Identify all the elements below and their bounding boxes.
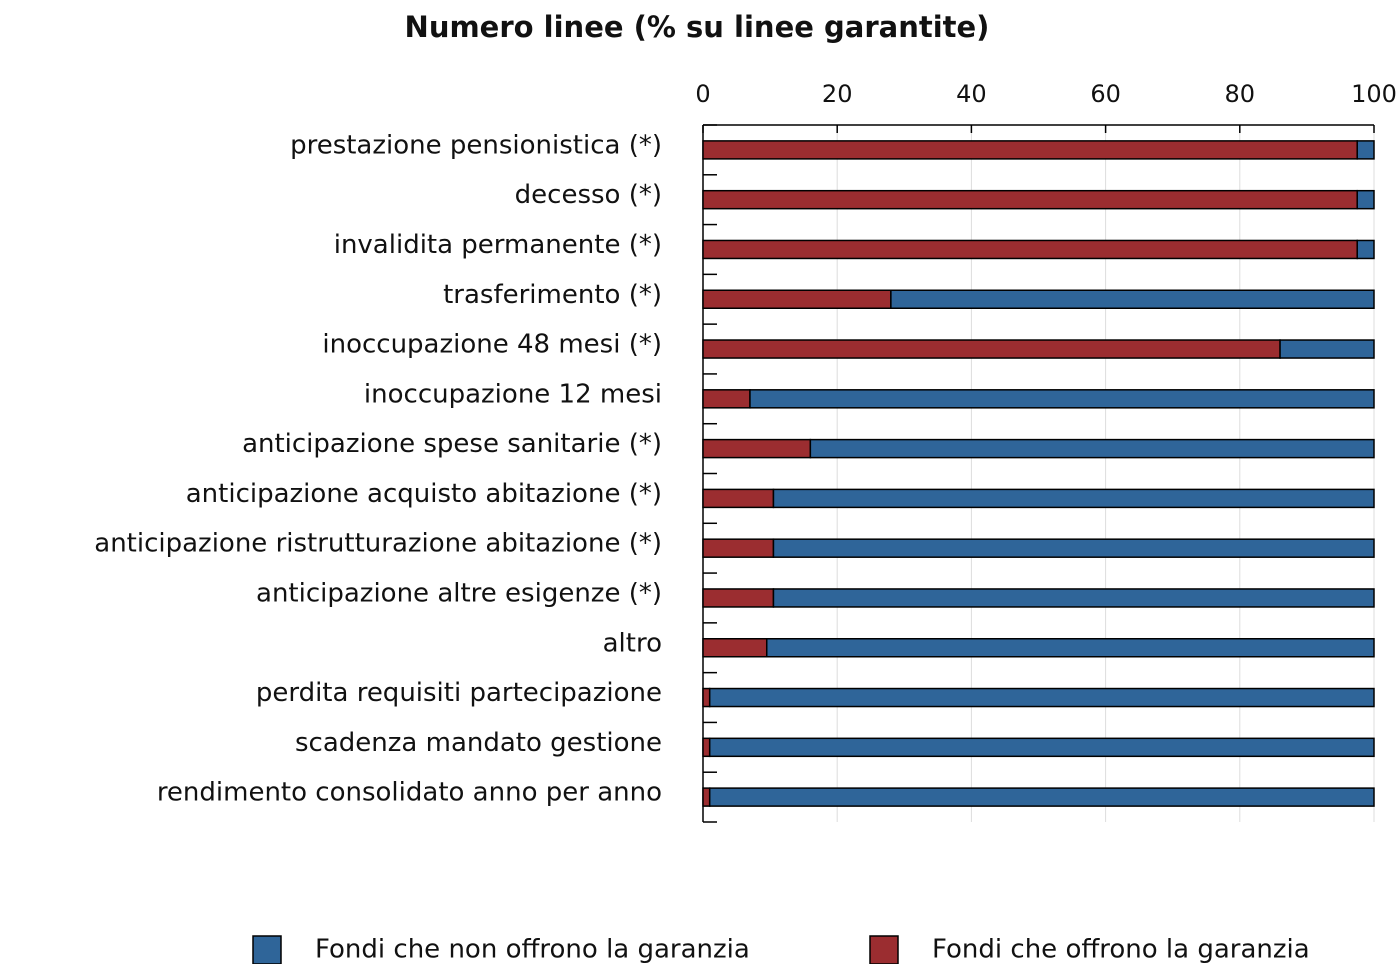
bar-segment [702, 638, 768, 658]
bar-segment [1356, 239, 1375, 260]
x-tick-label: 100 [1351, 80, 1397, 108]
bar-segment [702, 189, 1358, 210]
y-tick-label: anticipazione acquisto abitazione (*) [186, 479, 662, 509]
legend-swatch [252, 935, 282, 965]
bar-segment [702, 239, 1358, 260]
bar-segment [1356, 140, 1375, 160]
bar-segment [708, 687, 1375, 708]
y-tick-label: anticipazione ristrutturazione abitazion… [94, 529, 662, 559]
x-tick-label: 40 [956, 80, 987, 108]
bar-segment [702, 140, 1358, 160]
bar-segment [702, 737, 711, 758]
bar-segment [702, 389, 751, 409]
y-tick-label: anticipazione spese sanitarie (*) [242, 429, 662, 459]
bar-segment [1356, 189, 1375, 210]
x-tick-label: 20 [822, 80, 853, 108]
bar-segment [1279, 339, 1375, 359]
x-tick-label: 80 [1225, 80, 1256, 108]
y-tick-label: trasferimento (*) [443, 280, 662, 310]
y-tick-label: decesso (*) [515, 180, 662, 210]
bar-segment [702, 687, 711, 708]
y-tick-label: anticipazione altre esigenze (*) [256, 578, 662, 608]
bar-segment [702, 488, 775, 509]
x-tick-label: 0 [695, 80, 710, 108]
y-tick-label: altro [603, 628, 662, 658]
bar-segment [702, 289, 892, 309]
bar-segment [772, 588, 1375, 608]
x-tick-label: 60 [1090, 80, 1121, 108]
bar-segment [772, 488, 1375, 509]
chart-title: Numero linee (% su linee garantite) [405, 10, 990, 44]
y-tick-label: rendimento consolidato anno per anno [157, 778, 662, 808]
bar-segment [772, 538, 1375, 558]
bar-segment [702, 339, 1281, 359]
bar-segment [708, 787, 1375, 807]
y-tick-label: invalidita permanente (*) [334, 230, 662, 260]
legend-label: Fondi che non offrono la garanzia [315, 935, 750, 965]
bar-segment [702, 438, 812, 459]
bar-segment [890, 289, 1375, 309]
y-tick-label: prestazione pensionistica (*) [290, 130, 662, 160]
bar-segment [702, 787, 711, 807]
y-tick-label: perdita requisiti partecipazione [256, 678, 662, 708]
y-tick-label: inoccupazione 12 mesi [364, 379, 662, 409]
bar-segment [765, 638, 1375, 658]
y-tick-label: scadenza mandato gestione [295, 728, 662, 758]
bar-segment [749, 389, 1375, 409]
bar-segment [702, 538, 775, 558]
legend-swatch [869, 935, 899, 965]
y-tick-label: inoccupazione 48 mesi (*) [322, 330, 662, 360]
legend-label: Fondi che offrono la garanzia [932, 935, 1310, 965]
bar-segment [809, 438, 1375, 459]
bar-segment [702, 588, 775, 608]
bar-segment [708, 737, 1375, 758]
